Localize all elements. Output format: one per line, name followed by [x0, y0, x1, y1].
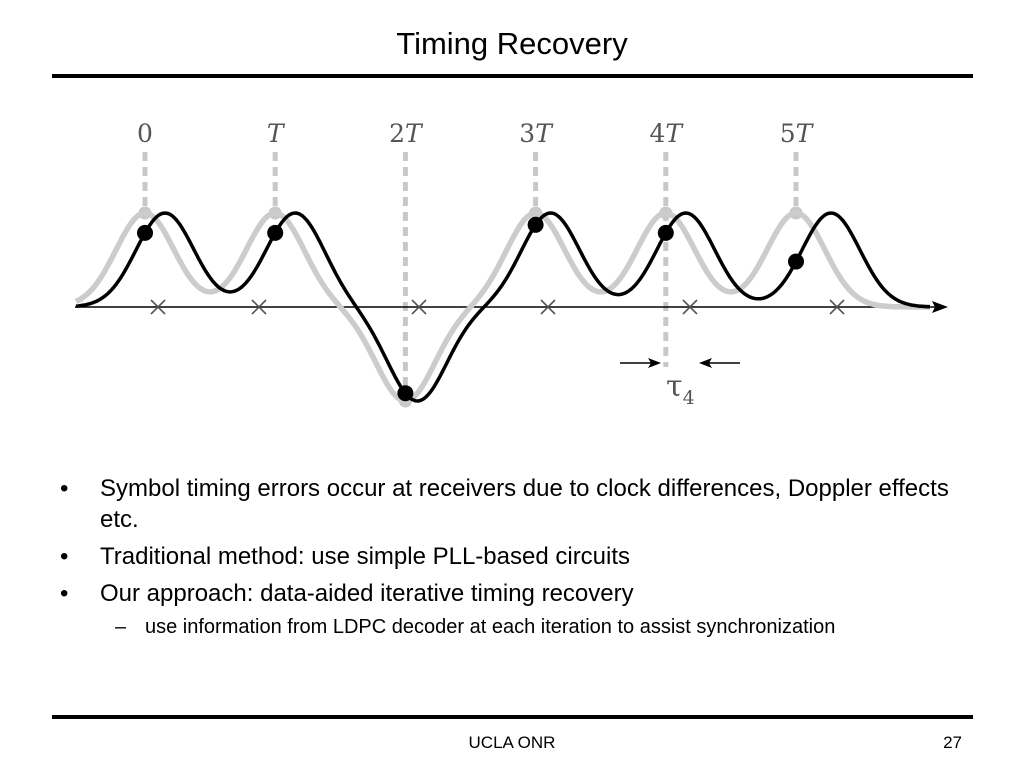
zero-crossing-marker	[829, 299, 845, 315]
zero-crossing-marker	[540, 299, 556, 315]
bullet-text: Symbol timing errors occur at receivers …	[100, 475, 949, 533]
slide-title: Timing Recovery	[396, 26, 628, 61]
title-rule	[52, 74, 973, 78]
sub-bullet-text: use information from LDPC decoder at eac…	[145, 616, 836, 638]
bullet-list: Symbol timing errors occur at receivers …	[58, 473, 958, 647]
sample-labels: 0 T 2T 3T 4T 5T	[137, 119, 815, 148]
sample-label: 5T	[780, 119, 815, 148]
sample-label: 2T	[389, 119, 424, 148]
received-sample-dot	[788, 253, 804, 270]
bullet-item: Traditional method: use simple PLL-based…	[58, 541, 958, 572]
sample-dots	[137, 216, 804, 402]
time-axis-arrowhead	[932, 301, 948, 313]
zero-crossing-marker	[150, 299, 166, 315]
bullet-item: Symbol timing errors occur at receivers …	[58, 473, 958, 535]
received-waveform	[75, 211, 930, 403]
bullet-text: Our approach: data-aided iterative timin…	[100, 580, 634, 607]
ideal-waveform	[74, 210, 931, 404]
sample-label: 3T	[519, 119, 554, 148]
sample-label: T	[267, 119, 286, 148]
received-sample-dot	[397, 385, 414, 402]
bullet-item: Our approach: data-aided iterative timin…	[58, 578, 958, 641]
sample-label: 0	[137, 119, 153, 148]
tau-label: τ4	[666, 369, 695, 409]
received-sample-dot	[137, 224, 153, 241]
footer-rule	[52, 715, 973, 719]
timing-diagram: 0 T 2T 3T 4T 5T τ4	[74, 119, 948, 409]
tau-offset-indicator: τ4	[620, 358, 740, 409]
sample-instant-lines	[138, 152, 803, 408]
sample-label: 4T	[650, 119, 685, 148]
received-sample-dot	[267, 224, 284, 241]
received-sample-dot	[657, 224, 674, 241]
page-number: 27	[943, 733, 962, 752]
sub-bullet-item: use information from LDPC decoder at eac…	[100, 613, 958, 641]
zero-crossing-markers	[150, 299, 845, 315]
footer-label: UCLA ONR	[468, 733, 556, 752]
sub-bullet-list: use information from LDPC decoder at eac…	[100, 613, 958, 641]
zero-crossing-marker	[251, 299, 267, 315]
zero-crossing-marker	[411, 299, 427, 315]
bullet-text: Traditional method: use simple PLL-based…	[100, 543, 631, 570]
received-sample-dot	[527, 216, 544, 233]
zero-crossing-marker	[682, 299, 698, 315]
